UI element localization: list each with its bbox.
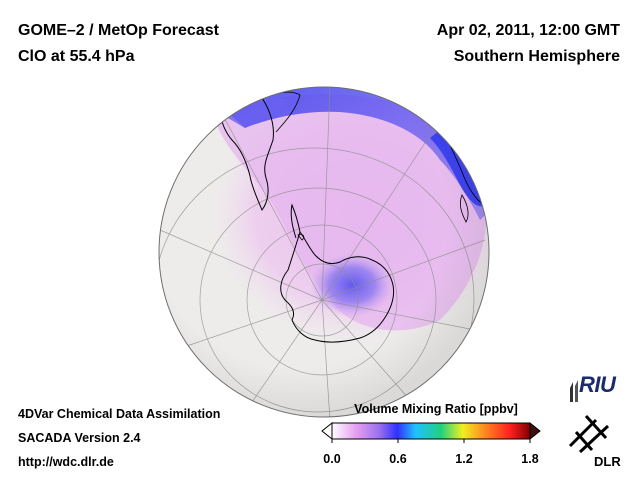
tick-label-3: 1.8: [521, 452, 539, 466]
product-title: GOME–2 / MetOp Forecast: [18, 22, 219, 39]
tick-label-1: 0.6: [389, 452, 407, 466]
title-block: GOME–2 / MetOp Forecast ClO at 55.4 hPa: [18, 18, 219, 70]
assimilation-label: 4DVar Chemical Data Assimilation: [18, 407, 221, 421]
datetime-label: Apr 02, 2011, 12:00 GMT: [436, 22, 620, 39]
riu-logo-mark: [570, 380, 578, 402]
globe-outline: [158, 86, 490, 418]
legend-title: Volume Mixing Ratio [ppbv]: [354, 402, 518, 416]
date-block: Apr 02, 2011, 12:00 GMT Southern Hemisph…: [437, 18, 620, 70]
website-link[interactable]: http://wdc.dlr.de: [18, 455, 114, 469]
tick-label-2: 1.2: [455, 452, 473, 466]
species-label: ClO at 55.4 hPa: [18, 48, 135, 65]
version-label: SACADA Version 2.4: [18, 431, 141, 445]
dlr-logo-mark: [568, 414, 610, 454]
riu-logo: RIU: [568, 372, 628, 404]
footer-info: 4DVar Chemical Data Assimilation SACADA …: [18, 402, 220, 474]
tick-label-0: 0.0: [323, 452, 341, 466]
dlr-logo-text: DLR: [594, 454, 621, 469]
riu-logo-text: RIU: [579, 372, 616, 397]
region-label: Southern Hemisphere: [453, 48, 620, 65]
